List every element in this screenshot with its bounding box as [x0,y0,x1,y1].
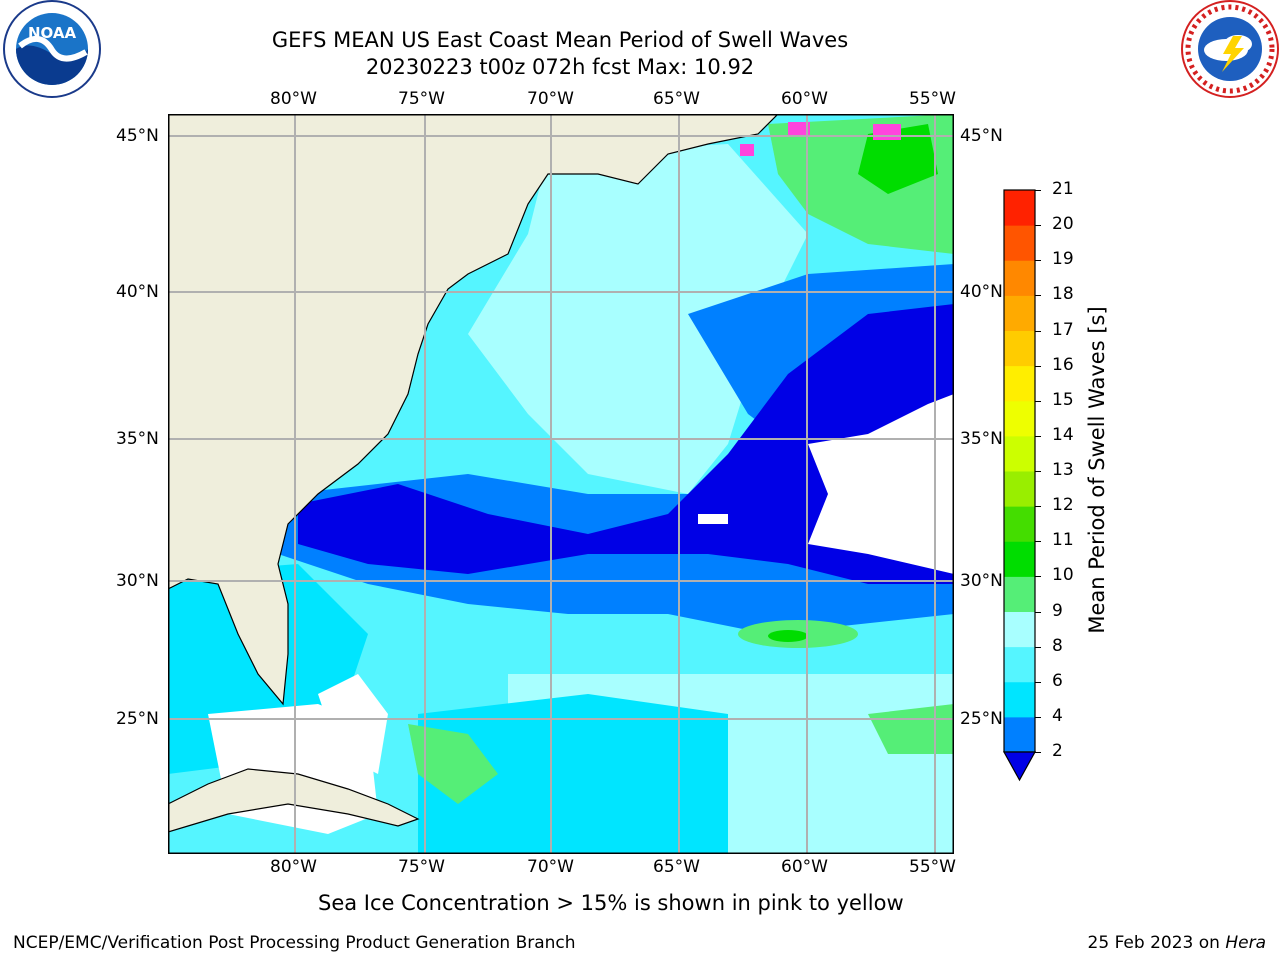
colorbar-tick-mark [1035,260,1041,262]
lon-label-top: 60°W [781,89,828,109]
colorbar-tick-label: 14 [1052,424,1074,445]
colorbar-tick-mark [1035,611,1041,613]
colorbar-segment [1004,435,1035,472]
colorbar-tick-mark [1035,681,1041,683]
footer-machine: Hera [1225,933,1266,953]
colorbar-tick-label: 19 [1052,249,1074,270]
graticule [168,114,954,854]
chart-subtitle: 20230223 t00z 072h fcst Max: 10.92 [365,55,755,79]
chart-title: GEFS MEAN US East Coast Mean Period of S… [271,28,849,52]
colorbar-tick-label: 10 [1052,565,1074,586]
colorbar-under-arrow [1002,751,1037,782]
colorbar-tick-mark [1035,576,1041,578]
colorbar-segment [1004,681,1035,718]
lat-label-left: 45°N [116,126,159,146]
lat-label-right: 35°N [960,429,1003,449]
colorbar-segment [1004,330,1035,367]
footer-date: 25 Feb 2023 on Hera [1088,933,1266,953]
colorbar-tick-mark [1035,190,1041,191]
noaa-logo-text: NOAA [28,24,77,42]
colorbar-segment [1004,471,1035,507]
lon-label-top: 75°W [398,89,445,109]
sea-ice-note: Sea Ice Concentration > 15% is shown in … [318,891,904,915]
colorbar-tick-label: 16 [1052,354,1074,375]
colorbar-tick-mark [1035,716,1041,718]
colorbar-tick-mark [1035,506,1041,508]
lon-label-top: 80°W [270,89,317,109]
colorbar-tick-label: 18 [1052,284,1074,305]
colorbar-tick-mark [1035,435,1041,437]
lat-label-left: 25°N [116,709,159,729]
colorbar-tick-label: 12 [1052,495,1074,516]
lon-label-bottom: 60°W [781,857,828,877]
sea-ice-marker [788,122,810,136]
lat-label-right: 45°N [960,126,1003,146]
land-cuba [168,768,420,833]
colorbar-tick-label: 11 [1052,530,1074,551]
lon-label-bottom: 55°W [909,857,956,877]
lat-label-left: 30°N [116,571,159,591]
colorbar-segment [1004,225,1035,261]
lon-label-bottom: 65°W [653,857,700,877]
colorbar-tick-mark [1035,330,1041,332]
lon-label-bottom: 70°W [527,857,574,877]
colorbar-label: Mean Period of Swell Waves [s] [1085,306,1109,634]
colorbar-tick-label: 15 [1052,389,1074,410]
colorbar-tick-mark [1035,471,1041,472]
colorbar [1002,189,1037,782]
colorbar-tick-mark [1035,295,1041,297]
colorbar-tick-mark [1035,225,1041,227]
nws-logo [1181,0,1279,98]
lon-label-top: 55°W [909,89,956,109]
colorbar-segment [1004,190,1035,226]
colorbar-segment [1004,260,1035,296]
colorbar-tick-label: 21 [1052,179,1074,199]
lon-label-top: 65°W [653,89,700,109]
footer-date-text: 25 Feb 2023 on [1087,933,1226,953]
colorbar-tick-mark [1035,400,1041,402]
colorbar-tick-label: 6 [1052,670,1063,691]
footer-credit: NCEP/EMC/Verification Post Processing Pr… [13,933,576,953]
colorbar-segment [1004,541,1035,577]
colorbar-segment [1004,576,1035,612]
colorbar-tick-label: 4 [1052,705,1063,726]
colorbar-tick-mark [1035,752,1041,753]
colorbar-segment [1004,506,1035,542]
swell-zone-short [298,304,954,584]
lat-label-left: 35°N [116,429,159,449]
swell-zone-light [468,144,808,494]
colorbar-segment [1004,716,1035,753]
colorbar-tick-label: 9 [1052,600,1063,621]
colorbar-tick-mark [1035,365,1041,367]
colorbar-segment [1004,611,1035,648]
colorbar-segment [1004,365,1035,402]
colorbar-tick-label: 17 [1052,319,1074,340]
lat-label-right: 25°N [960,709,1003,729]
land-north-america [168,114,779,706]
lon-label-top: 70°W [527,89,574,109]
colorbar-segment [1004,646,1035,683]
colorbar-tick-label: 2 [1052,741,1063,761]
lat-label-right: 40°N [960,282,1003,302]
colorbar-tick-mark [1035,541,1041,543]
lat-label-right: 30°N [960,571,1003,591]
colorbar-tick-label: 8 [1052,635,1063,656]
lon-label-bottom: 75°W [398,857,445,877]
noaa-logo: NOAA [3,0,101,98]
colorbar-tick-label: 20 [1052,214,1074,235]
lon-label-bottom: 80°W [270,857,317,877]
lat-label-left: 40°N [116,282,159,302]
colorbar-segment [1004,295,1035,331]
colorbar-tick-label: 13 [1052,460,1074,480]
colorbar-tick-mark [1035,646,1041,648]
swell-period-map[interactable] [168,114,954,854]
colorbar-segment [1004,400,1035,437]
